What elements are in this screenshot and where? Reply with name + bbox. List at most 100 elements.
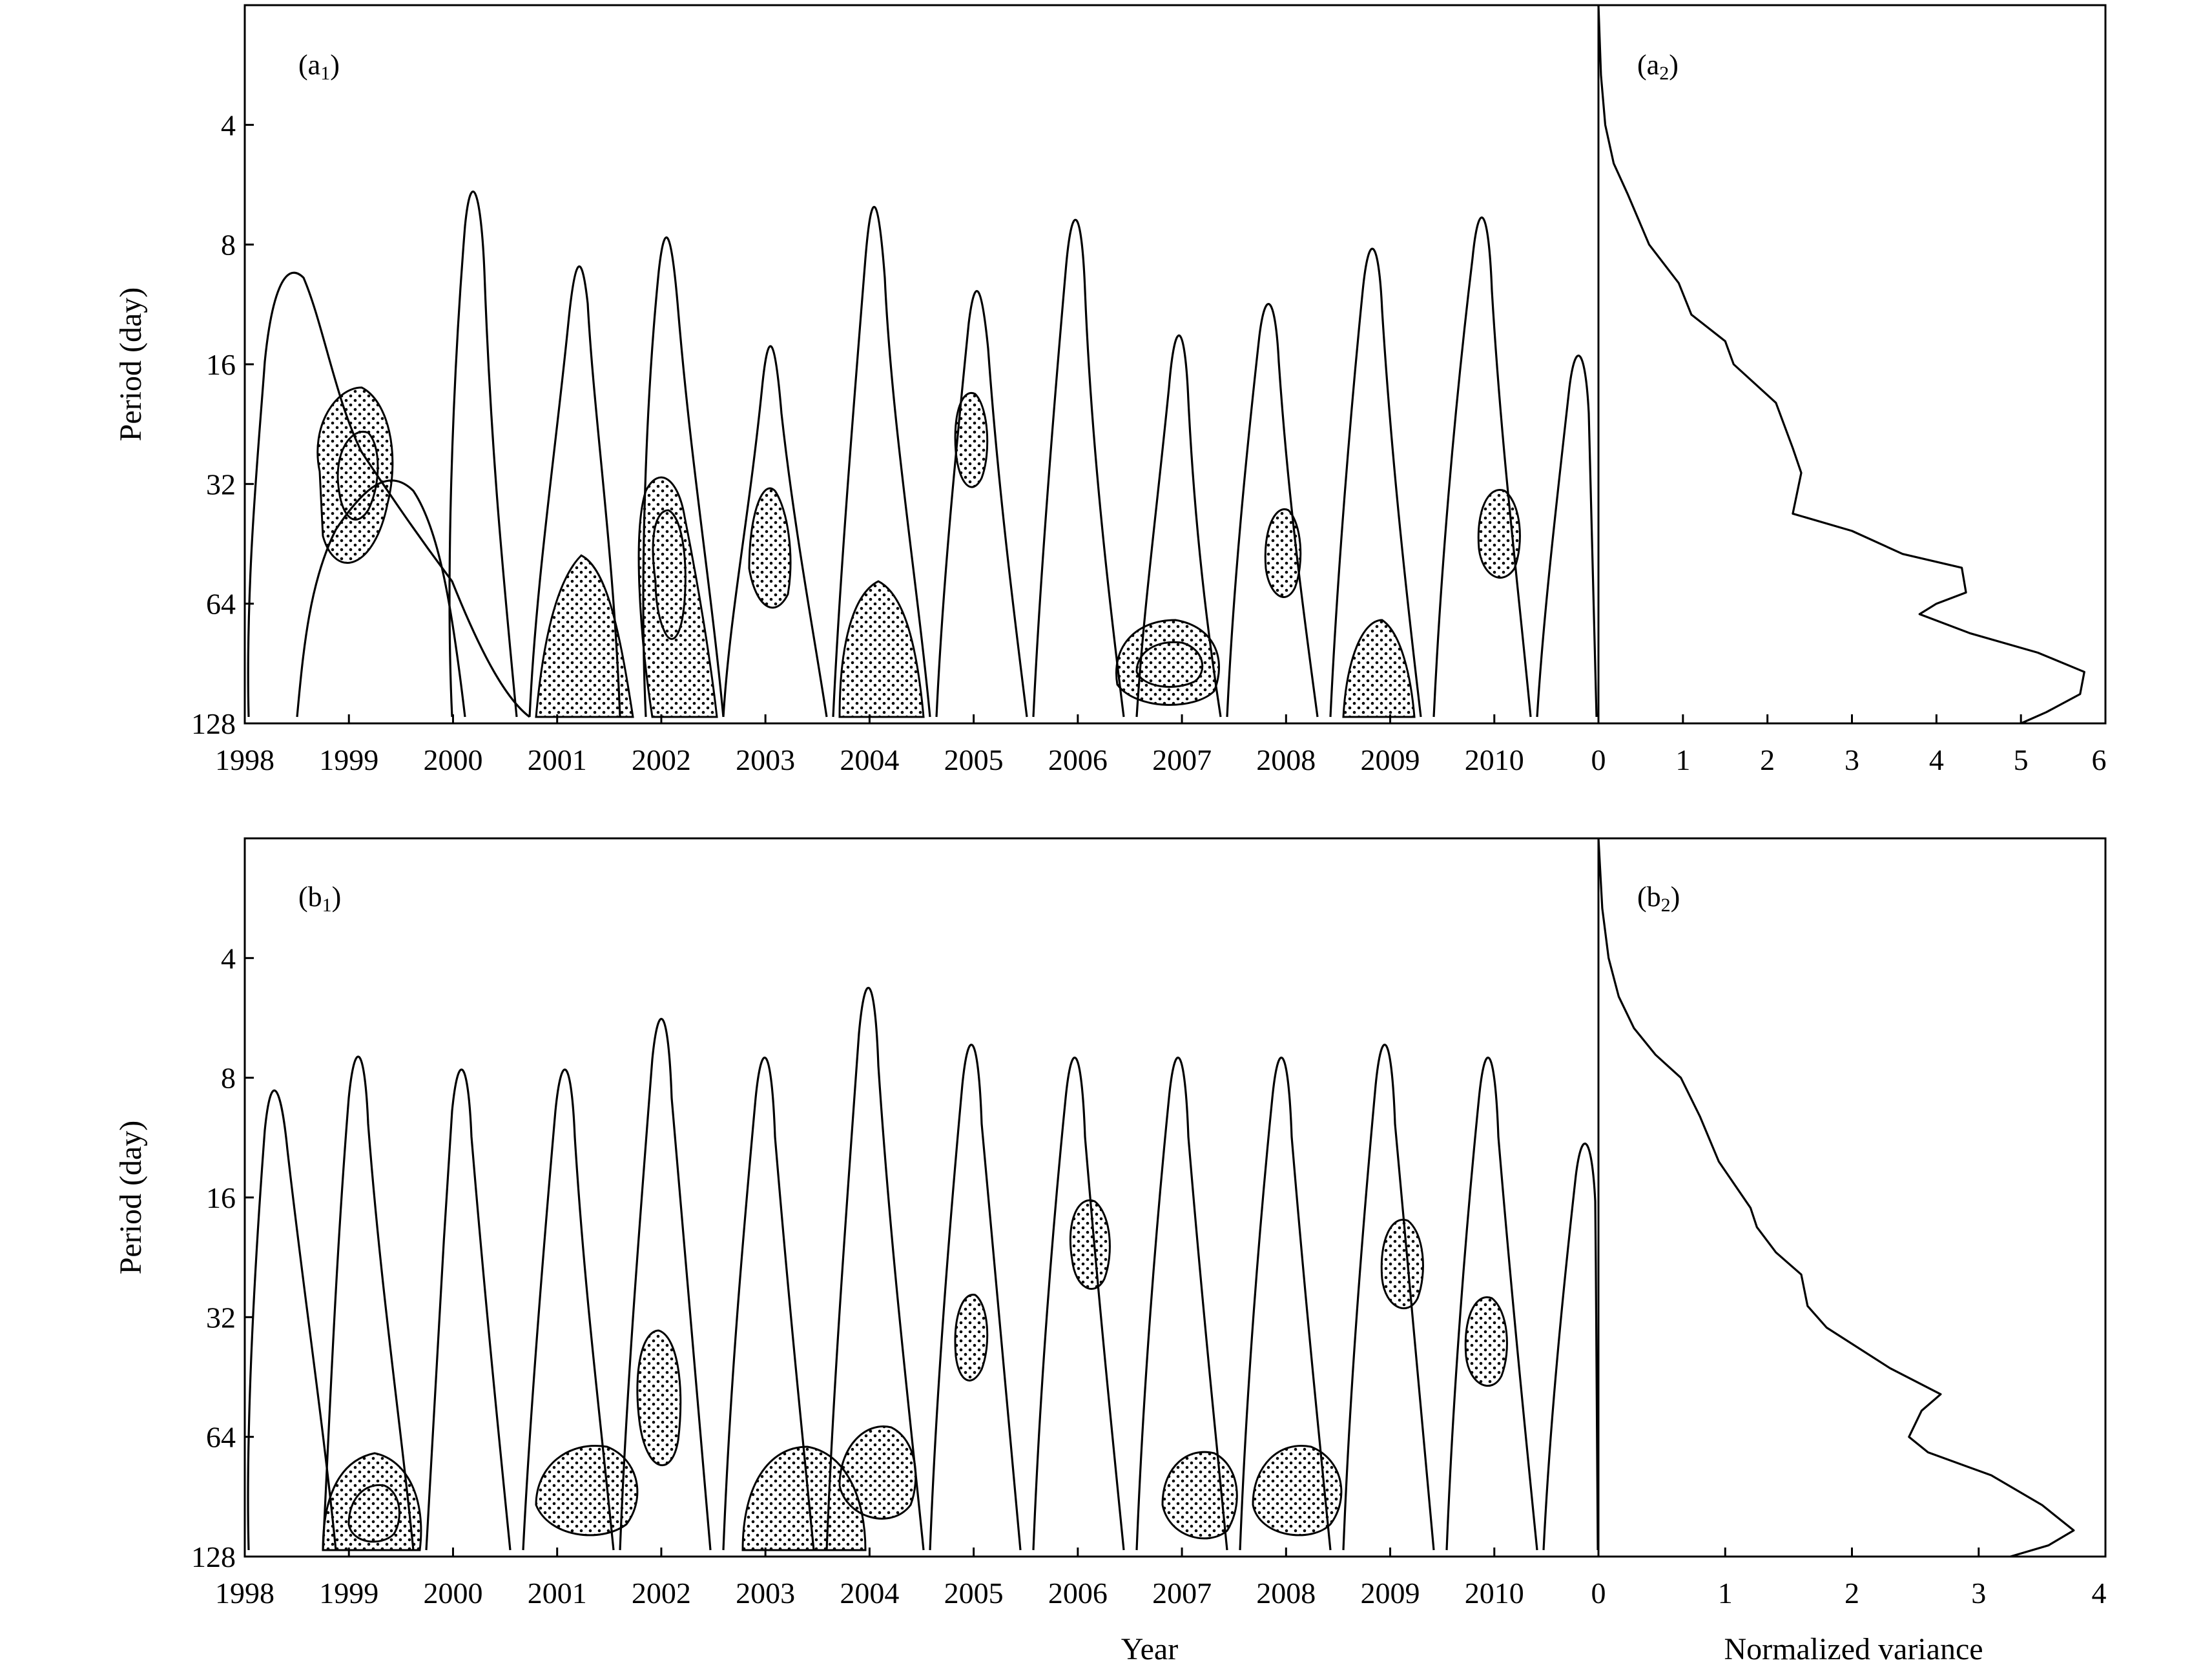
shade-a1-2005 [954,392,989,488]
ytick-label-b1-8: 8 [221,1062,236,1095]
panel-a2: (a2) [1597,4,2107,725]
panel-b2-label: (b2) [1637,881,1680,916]
contour-b1-8 [929,1043,1022,1551]
xtick-label-b1-1999: 1999 [319,1577,378,1610]
contour-b1-12 [1342,1043,1435,1551]
xtick-label-b1-1998: 1998 [215,1577,274,1610]
contour-a1-11 [1226,303,1319,718]
xtick-label-a1-1999: 1999 [319,743,378,776]
xtick-label-a1-2010: 2010 [1465,743,1524,776]
shade-a1-1999 [316,386,394,564]
ytick-label-b1-128: 128 [191,1540,236,1573]
contour-a1-7 [832,205,931,718]
contour-a1-13 [1432,216,1532,718]
shade-b1-2007 [1161,1451,1238,1540]
ytick-label-a1-64: 64 [206,588,236,621]
xtick-label-a2-6: 6 [2092,743,2107,776]
shade-a1-2008 [1264,508,1302,598]
xtick-label-a2-1: 1 [1675,743,1690,776]
xtick-label-a1-2002: 2002 [632,743,691,776]
contour-b1-1999-inner [347,1484,400,1543]
xtick-label-a2-3: 3 [1845,743,1859,776]
xtick-label-a1-2006: 2006 [1048,743,1108,776]
shade-a1-2001 [535,554,634,718]
contour-a1-3 [448,191,518,718]
xtick-label-b1-2001: 2001 [528,1577,587,1610]
panel-a2-frame [1597,4,2107,725]
shade-b1-1999 [322,1452,422,1551]
shade-b1-2008 [1252,1445,1343,1537]
shade-a1-2003 [748,487,792,609]
panel-a2-label: (a2) [1637,49,1679,84]
xtick-label-b2-2: 2 [1845,1577,1859,1610]
xtick-label-b1-2006: 2006 [1048,1577,1108,1610]
xtick-label-b1-2010: 2010 [1465,1577,1524,1610]
x-axis-title-year: Year [1121,1632,1178,1666]
xtick-label-a1-2008: 2008 [1256,743,1316,776]
contour-a1-2002-inner [652,509,687,640]
xtick-label-a1-2007: 2007 [1152,743,1212,776]
panel-b1-contours [247,986,1599,1551]
ytick-label-a1-8: 8 [221,229,236,262]
xtick-label-b1-2009: 2009 [1361,1577,1420,1610]
contour-b1-11 [1239,1056,1332,1551]
ytick-label-a1-16: 16 [206,348,236,381]
panel-a2-variance-line [1597,5,2085,725]
x-axis-title-variance: Normalized variance [1724,1632,1983,1666]
contour-b1-2 [322,1055,415,1551]
contour-b1-13 [1445,1056,1538,1551]
shade-a1-2004 [838,580,925,718]
xtick-label-a1-2004: 2004 [840,743,899,776]
shade-b1-2010 [1464,1296,1508,1387]
xtick-label-a1-2005: 2005 [944,743,1004,776]
contour-b1-9 [1032,1056,1125,1551]
ytick-label-a1-4: 4 [221,109,236,141]
panel-b2-frame [1597,837,2107,1558]
shade-b1-2005 [954,1294,989,1382]
contour-b1-10 [1135,1056,1228,1551]
contour-b1-14 [1542,1143,1599,1551]
shade-a1-2007 [1115,619,1220,706]
xtick-label-a1-1998: 1998 [215,743,274,776]
contour-a1-6 [722,345,828,718]
xtick-label-a2-2: 2 [1760,743,1775,776]
shade-b1-2002 [636,1329,682,1467]
xtick-label-a2-5: 5 [2014,743,2029,776]
panel-b2-variance-line [1597,838,2075,1558]
shade-a1-2010 [1477,489,1521,579]
panel-b1-label: (b1) [298,881,341,916]
xtick-label-b1-2008: 2008 [1256,1577,1316,1610]
contour-a1-1 [247,271,530,718]
ytick-label-a1-32: 32 [206,468,236,501]
xtick-label-b2-0: 0 [1591,1577,1606,1610]
ytick-label-b1-32: 32 [206,1301,236,1334]
xtick-label-b1-2004: 2004 [840,1577,899,1610]
shade-b1-2001 [535,1445,639,1537]
contour-b1-6 [722,1056,815,1551]
ytick-label-b1-4: 4 [221,942,236,975]
xtick-label-b1-2007: 2007 [1152,1577,1212,1610]
shade-b1-2009 [1380,1219,1424,1310]
contour-b1-7 [825,986,925,1551]
panel-b2: (b2) [1597,837,2107,1558]
contour-a1-1999-inner [336,431,379,521]
ytick-label-b1-16: 16 [206,1181,236,1214]
shade-a1-2002 [637,476,718,718]
xtick-label-b1-2005: 2005 [944,1577,1004,1610]
contour-b1-5 [619,1017,712,1551]
contour-a1-10 [1135,334,1222,718]
panel-a1-label: (a1) [298,49,340,84]
panel-a1-frame [243,4,1600,725]
shade-b1-2004 [838,1425,917,1520]
contour-a1-2007-inner [1135,641,1204,688]
shade-b1-2006 [1069,1199,1111,1290]
contour-b1-4 [522,1068,615,1551]
contour-a1-8 [935,290,1028,718]
contour-a1-14 [1536,355,1598,718]
shade-a1-2009 [1342,619,1416,718]
ytick-label-b1-64: 64 [206,1421,236,1454]
contour-a1-4 [528,265,621,718]
panel-a1: (a1) [243,4,1600,725]
panel-b1-frame [243,837,1600,1558]
